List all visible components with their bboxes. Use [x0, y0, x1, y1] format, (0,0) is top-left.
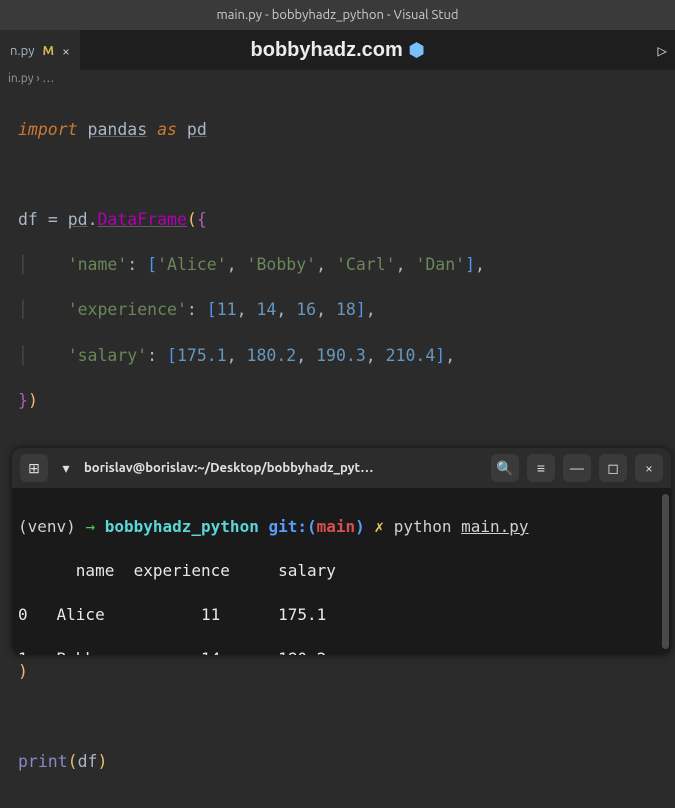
terminal-header: ⊞ ▾ borislav@borislav:~/Desktop/bobbyhad… — [12, 448, 671, 488]
code-line: print(df) — [18, 751, 667, 774]
terminal-line: 0 Alice 11 175.1 — [18, 604, 665, 626]
run-icon[interactable]: ▷ — [657, 41, 667, 60]
terminal-close-icon[interactable]: × — [635, 454, 663, 482]
code-line: }) — [18, 390, 667, 413]
tab-close-icon[interactable]: × — [62, 43, 70, 59]
code-line: │ 'experience': [11, 14, 16, 18], — [18, 299, 667, 322]
breadcrumb-sep: › — [36, 72, 39, 85]
terminal-line: (venv) → bobbyhadz_python git:(main) ✗ p… — [18, 516, 665, 538]
tab-modified-marker: M — [42, 44, 54, 58]
site-name: bobbyhadz.com — [251, 39, 403, 62]
terminal-line: name experience salary — [18, 560, 665, 582]
code-line: ) — [18, 661, 667, 684]
terminal-title: borislav@borislav:~/Desktop/bobbyhadz_py… — [84, 461, 483, 475]
breadcrumb[interactable]: in.py › … — [0, 70, 675, 92]
terminal-search-icon[interactable]: 🔍 — [491, 454, 519, 482]
terminal-line: 1 Bobby 14 180.2 — [18, 648, 665, 655]
code-line: │ 'name': ['Alice', 'Bobby', 'Carl', 'Da… — [18, 254, 667, 277]
code-line — [18, 706, 667, 729]
window-titlebar: main.py - bobbyhadz_python - Visual Stud — [0, 0, 675, 30]
code-line: import pandas as pd — [18, 119, 667, 142]
breadcrumb-file: in.py — [8, 72, 34, 85]
terminal-scrollbar[interactable] — [662, 494, 669, 649]
tab-bar: n.py M × bobbyhadz.com ⬢ ▷ — [0, 30, 675, 70]
tab-main-py[interactable]: n.py M × — [0, 30, 80, 70]
code-line: │ 'salary': [175.1, 180.2, 190.3, 210.4]… — [18, 345, 667, 368]
terminal-body[interactable]: (venv) → bobbyhadz_python git:(main) ✗ p… — [12, 488, 671, 655]
breadcrumb-rest: … — [42, 72, 54, 85]
terminal-maximize-icon[interactable]: ◻ — [599, 454, 627, 482]
window-title: main.py - bobbyhadz_python - Visual Stud — [217, 8, 459, 22]
code-line — [18, 164, 667, 187]
terminal-dropdown-icon[interactable]: ▾ — [56, 454, 76, 482]
site-badge: bobbyhadz.com ⬢ — [251, 39, 425, 62]
code-line: df = pd.DataFrame({ — [18, 209, 667, 232]
tab-filename: n.py — [10, 44, 34, 58]
terminal-menu-icon[interactable]: ≡ — [527, 454, 555, 482]
terminal-window: ⊞ ▾ borislav@borislav:~/Desktop/bobbyhad… — [12, 448, 671, 655]
cube-icon: ⬢ — [409, 40, 425, 61]
terminal-minimize-icon[interactable]: — — [563, 454, 591, 482]
terminal-newtab-icon[interactable]: ⊞ — [20, 454, 48, 482]
